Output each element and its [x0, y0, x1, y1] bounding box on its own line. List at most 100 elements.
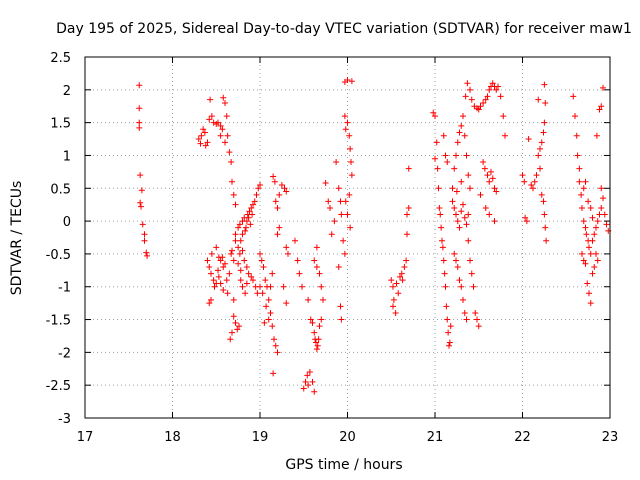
data-point	[441, 270, 448, 277]
data-point	[257, 250, 263, 257]
data-point	[243, 280, 250, 287]
chart-title: Day 195 of 2025, Sidereal Day-to-day VTE…	[56, 21, 632, 37]
data-point	[251, 198, 258, 205]
x-tick-label: 18	[164, 430, 181, 445]
data-point	[236, 323, 242, 330]
data-point	[208, 113, 215, 120]
data-point	[390, 303, 396, 310]
data-point	[250, 277, 256, 284]
data-point	[542, 224, 549, 231]
data-point	[232, 319, 239, 326]
data-point	[525, 136, 532, 143]
data-point	[210, 277, 217, 284]
data-point	[460, 201, 466, 208]
data-point	[432, 113, 438, 120]
data-point	[265, 296, 272, 303]
data-point	[596, 106, 603, 113]
data-point	[463, 316, 470, 323]
data-point	[274, 204, 281, 211]
data-point	[315, 336, 322, 343]
data-point	[470, 283, 477, 290]
data-point	[456, 129, 463, 136]
data-point	[276, 224, 283, 231]
data-point	[257, 283, 263, 290]
data-point	[444, 316, 451, 323]
data-point	[447, 323, 454, 330]
x-tick-label: 23	[602, 430, 619, 445]
data-point	[453, 152, 459, 159]
data-point	[480, 159, 487, 166]
data-point	[280, 283, 287, 290]
data-point	[208, 250, 215, 257]
y-axis-label: SDTVAR / TECUs	[9, 181, 25, 296]
data-point	[283, 188, 290, 195]
data-point	[136, 82, 143, 89]
data-point	[299, 283, 305, 290]
data-point	[206, 116, 213, 123]
data-point	[223, 277, 230, 284]
data-point	[442, 152, 449, 159]
data-point	[235, 260, 242, 267]
data-point	[239, 283, 246, 290]
data-point	[538, 139, 545, 146]
data-point	[270, 173, 277, 180]
data-point	[259, 290, 266, 297]
y-tick-label: 2.5	[50, 51, 71, 66]
data-point	[229, 247, 235, 254]
data-point	[325, 198, 332, 205]
data-point	[493, 188, 500, 195]
data-point	[341, 113, 348, 120]
data-point	[580, 185, 587, 192]
data-point	[283, 244, 290, 251]
data-point	[228, 159, 235, 166]
data-point	[587, 204, 594, 211]
data-point	[215, 119, 221, 126]
data-point	[449, 185, 456, 192]
data-point	[458, 178, 465, 185]
data-point	[468, 270, 475, 277]
data-point	[541, 81, 548, 88]
data-point	[232, 237, 239, 244]
data-point	[258, 257, 265, 264]
data-point	[405, 204, 412, 211]
data-point	[486, 178, 493, 185]
data-point	[489, 80, 496, 87]
data-point	[587, 300, 594, 307]
data-point	[397, 273, 403, 280]
data-point	[530, 185, 536, 192]
data-point	[333, 159, 340, 166]
data-point	[267, 309, 274, 316]
data-point	[390, 283, 396, 290]
data-point	[443, 303, 450, 310]
data-point	[600, 84, 606, 91]
data-point	[464, 80, 471, 87]
data-point	[262, 277, 269, 284]
data-point	[537, 165, 543, 172]
data-point	[235, 224, 242, 231]
data-point	[465, 211, 472, 218]
data-point	[338, 316, 345, 323]
data-point	[482, 204, 489, 211]
data-point	[437, 211, 444, 218]
data-point	[579, 250, 585, 257]
data-point	[137, 172, 144, 179]
data-point	[338, 211, 345, 218]
data-point	[311, 329, 318, 336]
data-point	[587, 250, 594, 257]
data-point	[224, 132, 231, 139]
data-point	[593, 224, 599, 231]
data-point	[226, 270, 233, 277]
data-point	[574, 152, 581, 159]
data-point	[311, 257, 318, 264]
data-point	[296, 270, 303, 277]
data-point	[269, 270, 276, 277]
x-tick-label: 21	[427, 430, 444, 445]
data-point	[274, 349, 281, 356]
data-point	[495, 83, 501, 90]
data-point	[446, 342, 452, 349]
data-point	[451, 204, 458, 211]
data-point	[439, 244, 446, 251]
data-point	[198, 132, 205, 139]
data-point	[254, 290, 261, 297]
data-point	[220, 94, 227, 101]
